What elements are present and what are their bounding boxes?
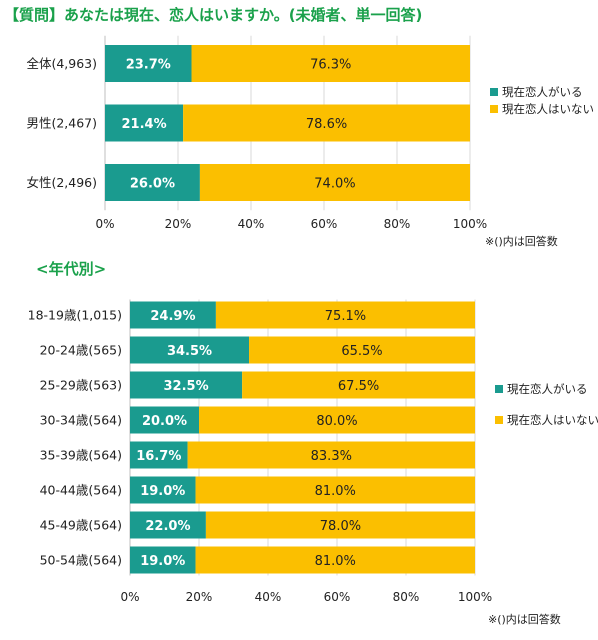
age-data-label: 22.0% [145,519,190,534]
age-data-label: 78.0% [320,519,361,534]
overall-bar-has-partner [105,104,184,142]
age-data-label: 67.5% [338,379,379,394]
age-bar-no-partner [187,441,476,469]
age-legend-label: 現在恋人がいる [507,382,588,396]
age-x-tick-label: 80% [393,590,420,604]
age-bar-no-partner [205,511,475,539]
age-data-label: 81.0% [315,554,356,569]
overall-data-label: 26.0% [130,177,175,192]
age-data-label: 81.0% [315,484,356,499]
overall-legend-swatch [490,105,498,113]
age-x-tick-label: 20% [186,590,213,604]
age-data-label: 20.0% [142,414,187,429]
age-bar-has-partner [130,336,250,364]
overall-bar-has-partner [105,45,192,82]
age-legend-label: 現在恋人はいない [507,413,598,427]
age-x-tick-label: 40% [255,590,282,604]
age-bar-no-partner [195,476,476,504]
overall-data-label: 76.3% [310,58,351,73]
overall-x-tick-label: 80% [384,217,411,231]
age-bar-no-partner [215,301,475,329]
age-x-tick-label: 0% [120,590,139,604]
age-data-label: 80.0% [316,414,357,429]
overall-data-label: 21.4% [122,117,167,132]
age-bar-has-partner [130,546,196,574]
age-category-label: 20-24歳(565) [40,343,122,358]
age-category-label: 18-19歳(1,015) [28,308,122,323]
age-category-label: 30-34歳(564) [40,413,122,428]
age-data-label: 83.3% [311,449,352,464]
age-bar-no-partner [195,546,476,574]
age-category-label: 35-39歳(564) [40,448,122,463]
chart-title: 【質問】あなたは現在、恋人はいますか。(未婚者、単一回答) [4,6,423,24]
age-bar-no-partner [249,336,475,364]
age-data-label: 24.9% [150,309,195,324]
overall-x-tick-label: 0% [95,217,114,231]
overall-x-tick-label: 40% [238,217,265,231]
age-bar-has-partner [130,301,216,329]
overall-category-label: 女性(2,496) [26,175,97,190]
overall-x-tick-label: 20% [165,217,192,231]
age-data-label: 19.0% [140,484,185,499]
overall-x-tick-label: 100% [453,217,487,231]
age-x-tick-label: 100% [458,590,492,604]
age-category-label: 50-54歳(564) [40,553,122,568]
age-data-label: 65.5% [341,344,382,359]
overall-data-label: 78.6% [306,117,347,132]
overall-x-tick-label: 60% [311,217,338,231]
overall-bar-no-partner [191,45,470,82]
age-data-label: 75.1% [325,309,366,324]
age-bar-has-partner [130,406,199,434]
overall-data-label: 23.7% [126,58,171,73]
age-bar-no-partner [199,406,475,434]
age-data-label: 32.5% [164,379,209,394]
age-bar-has-partner [130,511,206,539]
age-note: ※()内は回答数 [488,612,561,626]
age-legend-swatch [495,416,503,424]
age-bar-no-partner [242,371,475,399]
overall-category-label: 男性(2,467) [26,116,97,131]
age-legend-swatch [495,385,503,393]
age-x-tick-label: 60% [324,590,351,604]
overall-legend-swatch [490,88,498,96]
age-bar-has-partner [130,441,188,469]
overall-bar-no-partner [199,164,470,201]
age-bar-has-partner [130,476,196,504]
overall-bar-has-partner [105,164,200,201]
age-category-label: 40-44歳(564) [40,483,122,498]
overall-data-label: 74.0% [314,177,355,192]
age-data-label: 34.5% [167,344,212,359]
section-title: <年代別> [36,260,107,278]
overall-legend-label: 現在恋人はいない [502,102,594,116]
age-category-label: 25-29歳(563) [40,378,122,393]
overall-category-label: 全体(4,963) [26,56,97,71]
overall-legend-label: 現在恋人がいる [502,85,583,99]
age-category-label: 45-49歳(564) [40,518,122,533]
age-data-label: 16.7% [136,449,181,464]
age-data-label: 19.0% [140,554,185,569]
overall-bar-no-partner [183,104,471,142]
age-bar-has-partner [130,371,243,399]
overall-note: ※()内は回答数 [485,234,558,248]
